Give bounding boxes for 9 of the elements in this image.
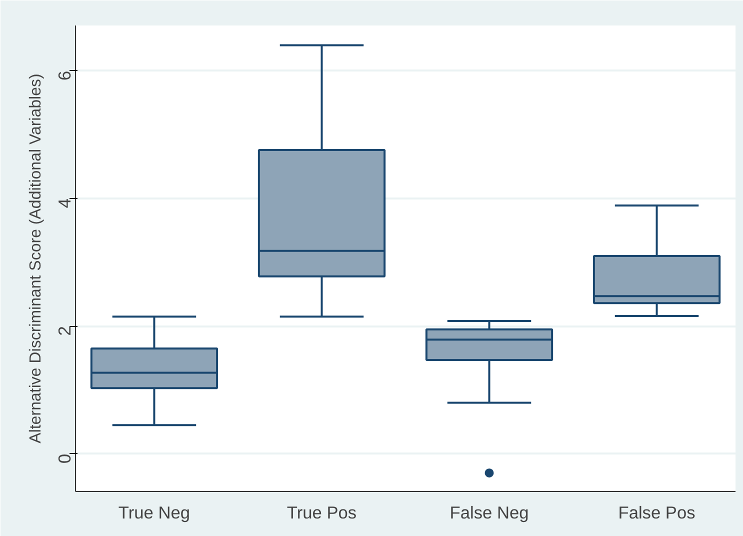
y-tick-label: 6: [54, 70, 74, 80]
y-tick-label: 4: [54, 198, 74, 208]
x-tick-label: False Pos: [618, 502, 696, 522]
x-tick-label: True Neg: [118, 502, 190, 522]
y-axis-title: Alternative Discriminant Score (Additional Variables): [28, 74, 44, 444]
y-tick-label: 2: [54, 326, 74, 336]
y-tick-label: 0: [54, 454, 74, 464]
x-tick-label: True Pos: [286, 502, 357, 522]
x-tick-label: False Neg: [450, 502, 529, 522]
